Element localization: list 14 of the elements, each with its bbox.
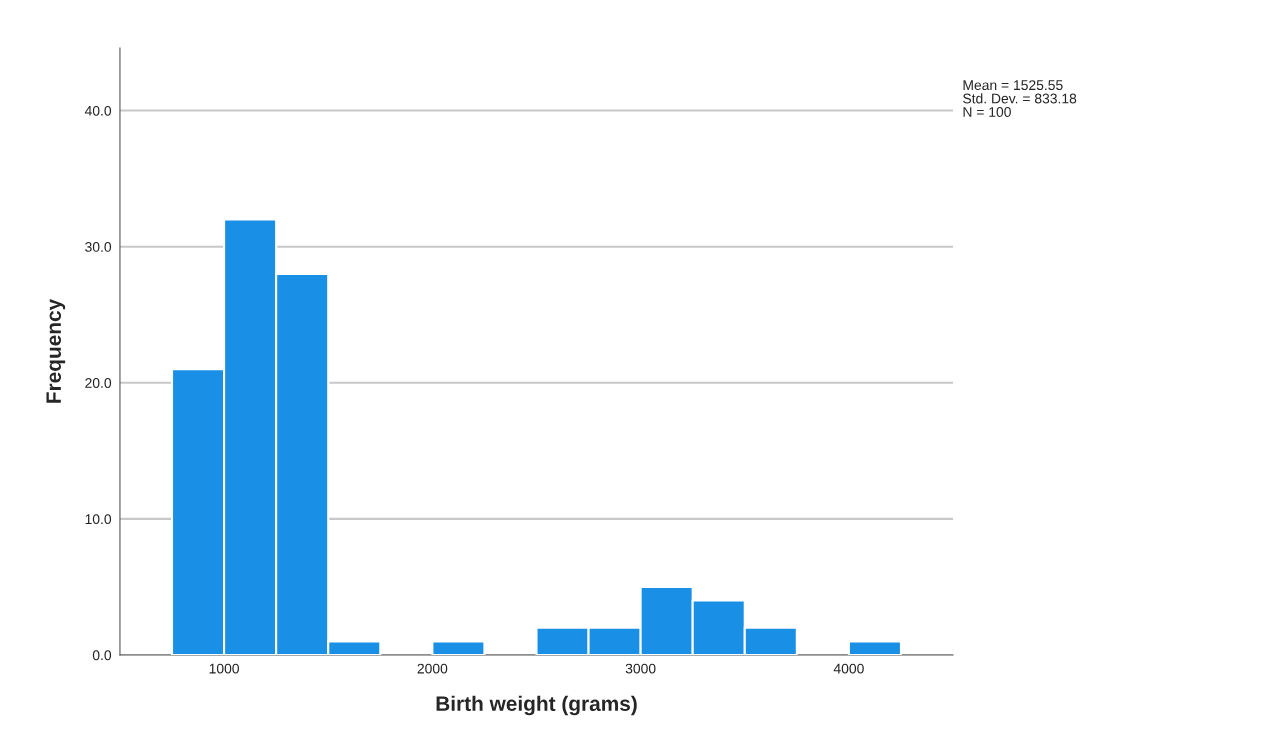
x-tick-label: 1000 <box>209 663 239 674</box>
y-axis-title: Frequency <box>46 298 66 403</box>
text: N = 100 <box>963 107 1011 117</box>
y-tick-label: 40.0 <box>84 105 112 116</box>
y-tick-label: 30.0 <box>85 242 112 252</box>
y-tick-label: 0.0 <box>92 650 112 661</box>
y-tick-label: 20.0 <box>85 378 112 388</box>
x-axis-title: Birth weight (grams) <box>436 695 637 716</box>
y-tick-label: 10.0 <box>85 514 112 525</box>
x-tick-label: 2000 <box>417 663 448 674</box>
text: Std. Dev. = 833.18 <box>963 93 1077 104</box>
text: Mean = 1525.55 <box>963 80 1063 91</box>
x-tick-label: 3000 <box>625 663 656 674</box>
x-tick-label: 4000 <box>833 663 864 674</box>
